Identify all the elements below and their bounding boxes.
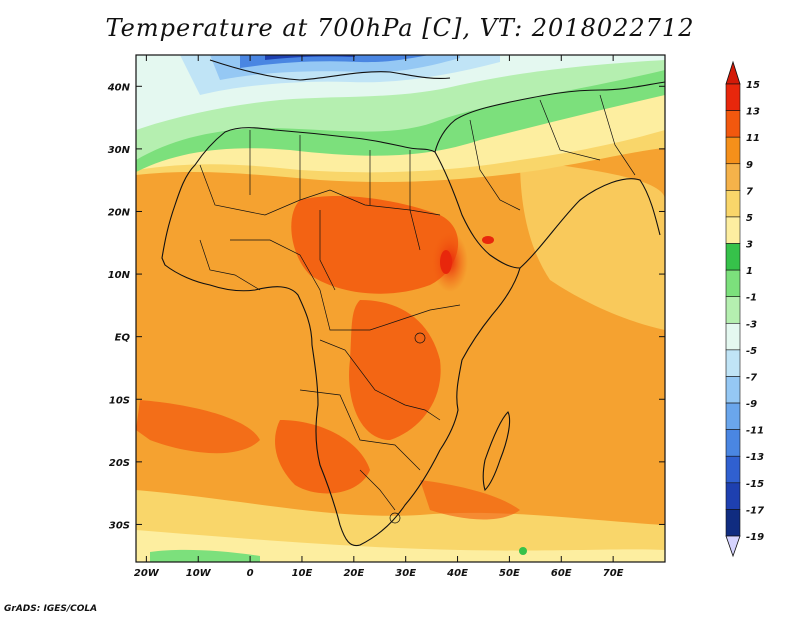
colorbar-swatch [725, 322, 741, 351]
temperature-field [136, 55, 665, 562]
colorbar-label: -7 [746, 372, 757, 383]
x-axis-ticks: 20W 10W 0 10E 20E 30E 40E 50E 60E 70E [134, 55, 624, 579]
colorbar: 15 13 11 9 7 5 3 1 -1 -3 -5 -7 -9 -11 -13 -15 -17 -19 [725, 60, 764, 558]
colorbar-top-arrow [725, 60, 741, 85]
colorbar-label: 15 [746, 80, 760, 91]
coastlines [161, 59, 665, 547]
x-tick-label: 40E [446, 568, 468, 579]
colorbar-label: -17 [746, 505, 764, 516]
chart-title: Temperature at 700hPa [C], VT: 201802271… [105, 14, 695, 42]
colorbar-label: 5 [746, 213, 753, 224]
colorbar-swatch [725, 349, 741, 377]
colorbar-label: -5 [746, 346, 757, 357]
colorbar-label: 13 [746, 107, 760, 118]
colorbar-label: 1 [746, 266, 753, 277]
colorbar-label: 7 [746, 186, 753, 197]
y-tick-label: 10N [108, 270, 131, 281]
colorbar-swatch [725, 402, 741, 430]
colorbar-swatch [725, 163, 741, 191]
x-tick-label: 0 [247, 568, 254, 579]
y-tick-label: 30N [108, 145, 131, 156]
colorbar-label: 9 [746, 160, 753, 171]
colorbar-swatch [725, 243, 741, 271]
colorbar-swatch [725, 455, 741, 484]
colorbar-label: -13 [746, 452, 764, 463]
y-tick-label: 20N [108, 207, 131, 218]
x-tick-label: 30E [395, 568, 416, 579]
colorbar-swatch [725, 110, 741, 138]
colorbar-swatch [725, 216, 741, 244]
colorbar-swatch [725, 296, 741, 324]
y-tick-label: 10S [109, 395, 130, 406]
country-borders [199, 94, 636, 524]
y-tick-label: EQ [115, 333, 131, 344]
plot-frame [135, 54, 666, 563]
y-tick-label: 40N [107, 82, 131, 93]
credit-label: GrADS: IGES/COLA [4, 604, 98, 614]
x-tick-label: 20E [343, 568, 364, 579]
colorbar-swatch [725, 269, 741, 298]
y-axis-ticks: 40N 30N 20N 10N EQ 10S 20S 30S [107, 82, 665, 531]
colorbar-label: 11 [746, 133, 760, 144]
colorbar-swatch [725, 136, 741, 165]
x-tick-label: 10E [292, 568, 313, 579]
colorbar-label: -3 [746, 319, 757, 330]
y-tick-label: 30S [109, 520, 130, 531]
colorbar-swatch [725, 509, 741, 537]
colorbar-swatch [725, 190, 741, 218]
x-tick-label: 70E [603, 568, 624, 579]
x-tick-label: 50E [499, 568, 520, 579]
x-tick-label: 20W [134, 568, 160, 579]
y-tick-label: 20S [109, 458, 130, 469]
colorbar-label: 3 [746, 240, 753, 251]
colorbar-swatch [725, 429, 741, 457]
colorbar-label: -1 [746, 293, 757, 304]
colorbar-bottom-arrow [725, 535, 741, 558]
x-tick-label: 10W [186, 568, 212, 579]
colorbar-label: -11 [746, 426, 764, 437]
colorbar-swatch [725, 482, 741, 510]
x-tick-label: 60E [551, 568, 572, 579]
colorbar-swatch [725, 376, 741, 404]
colorbar-swatch [725, 83, 741, 111]
colorbar-label: -19 [746, 532, 764, 543]
colorbar-label: -15 [746, 479, 764, 490]
colorbar-label: -9 [746, 399, 757, 410]
